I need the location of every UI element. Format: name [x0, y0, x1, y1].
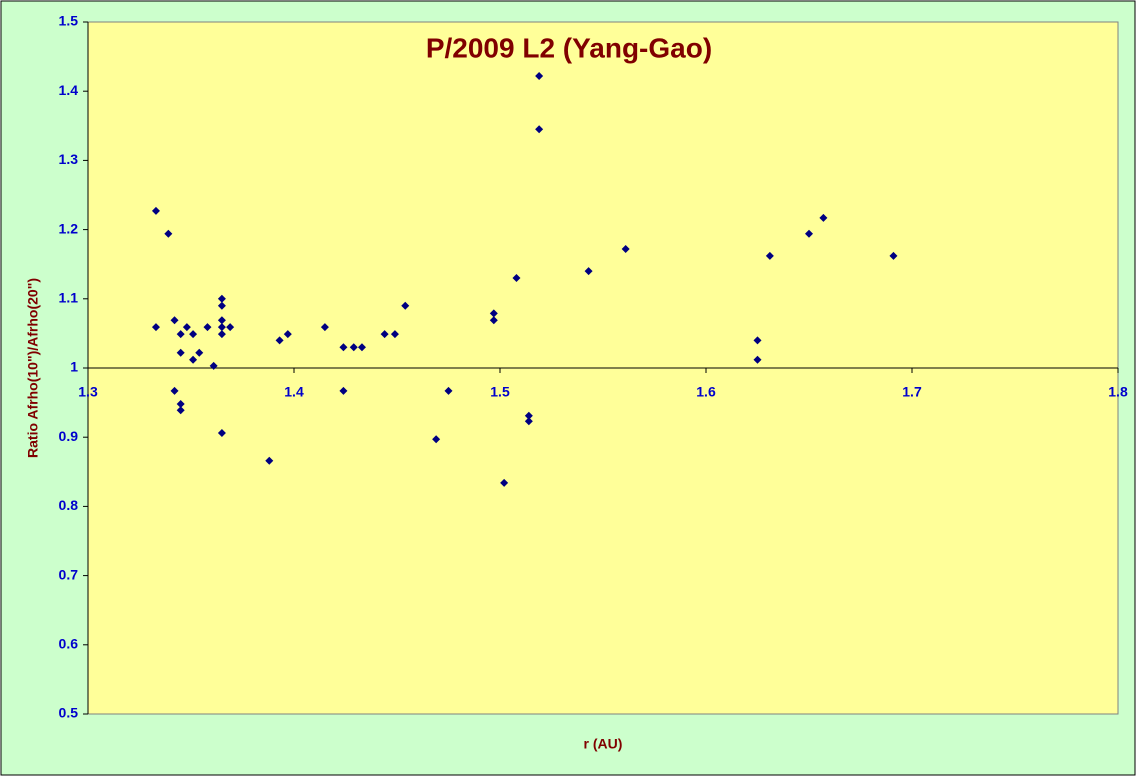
data-point	[380, 330, 389, 339]
data-point	[203, 323, 212, 332]
data-point	[182, 323, 191, 332]
y-tick-label: 0.7	[59, 566, 79, 582]
data-point	[401, 301, 410, 310]
x-tick-label: 1.6	[696, 384, 716, 400]
data-point	[339, 343, 348, 352]
data-point	[621, 244, 630, 253]
data-point	[535, 71, 544, 80]
data-point	[176, 399, 185, 408]
data-point	[189, 330, 198, 339]
data-point	[170, 386, 179, 395]
y-tick-label: 0.9	[59, 428, 79, 444]
data-point	[349, 343, 358, 352]
data-point	[265, 456, 274, 465]
data-point	[753, 355, 762, 364]
data-point	[151, 323, 160, 332]
data-point	[524, 411, 533, 420]
data-point	[500, 478, 509, 487]
data-point	[357, 343, 366, 352]
data-point	[489, 316, 498, 325]
data-point	[524, 417, 533, 426]
data-point	[320, 323, 329, 332]
data-point	[283, 330, 292, 339]
data-point	[217, 429, 226, 438]
data-point	[176, 406, 185, 415]
x-axis-title: r (AU)	[584, 736, 623, 752]
data-point	[584, 267, 593, 276]
y-tick-label: 1.2	[59, 220, 79, 236]
data-point	[217, 294, 226, 303]
data-point	[489, 309, 498, 318]
x-tick-label: 1.8	[1108, 384, 1128, 400]
data-point	[209, 361, 218, 370]
data-point	[164, 229, 173, 238]
data-point	[217, 330, 226, 339]
y-tick-label: 1.5	[59, 13, 79, 29]
data-point	[765, 251, 774, 260]
x-tick-label: 1.5	[490, 384, 510, 400]
data-point	[195, 348, 204, 357]
y-tick-label: 1.1	[59, 290, 79, 306]
y-tick-label: 0.8	[59, 497, 79, 513]
data-point	[226, 323, 235, 332]
y-tick-label: 1.3	[59, 151, 79, 167]
x-tick-label: 1.4	[284, 384, 304, 400]
data-point	[819, 213, 828, 222]
data-point	[339, 386, 348, 395]
y-tick-label: 1.4	[59, 82, 79, 98]
data-point	[805, 229, 813, 238]
data-point	[176, 330, 185, 339]
y-tick-label: 0.6	[59, 636, 79, 652]
data-point	[275, 336, 284, 345]
y-tick-label: 1	[70, 359, 78, 375]
data-point	[753, 336, 762, 345]
data-point	[432, 435, 441, 444]
y-axis-title: Ratio Afrho(10")/Afrho(20")	[25, 278, 41, 458]
x-tick-label: 1.3	[78, 384, 98, 400]
data-point	[217, 301, 226, 310]
data-point	[151, 206, 160, 215]
data-point	[444, 386, 453, 395]
x-tick-label: 1.7	[902, 384, 922, 400]
y-tick-label: 0.5	[59, 705, 79, 721]
chart-title: P/2009 L2 (Yang-Gao)	[426, 32, 712, 63]
data-point	[176, 348, 185, 357]
data-point	[189, 355, 198, 364]
data-point	[217, 316, 226, 325]
data-point	[512, 274, 521, 283]
data-point	[889, 251, 898, 260]
data-point	[217, 323, 226, 332]
data-point	[535, 125, 544, 134]
data-point	[170, 316, 179, 325]
data-point	[390, 330, 399, 339]
